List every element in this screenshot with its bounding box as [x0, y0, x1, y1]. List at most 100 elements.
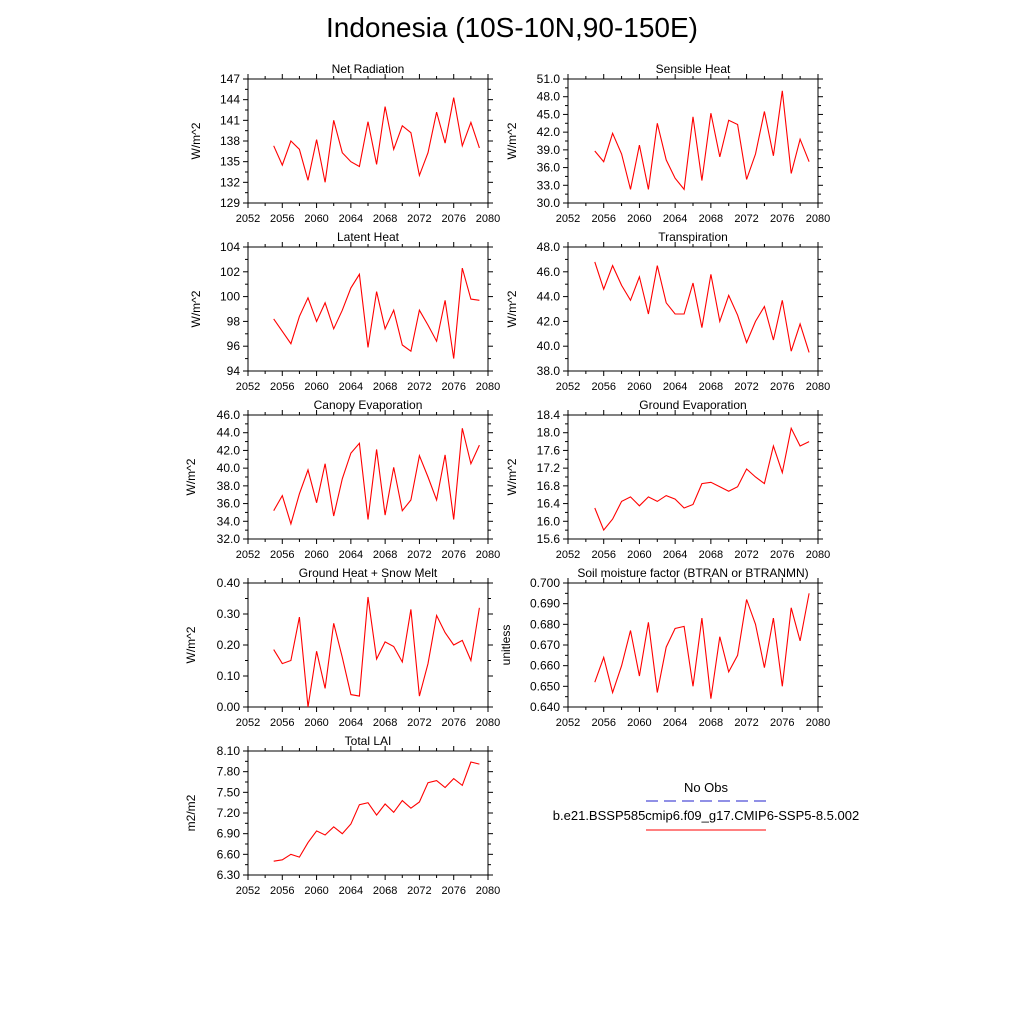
x-tick-label: 2052	[556, 381, 580, 393]
x-tick-label: 2064	[339, 885, 363, 897]
y-tick-label: 36.0	[537, 161, 561, 175]
x-tick-label: 2076	[441, 213, 465, 225]
x-tick-label: 2072	[734, 381, 758, 393]
y-tick-label: 0.10	[217, 669, 241, 683]
plot-frame	[567, 582, 819, 708]
x-tick-label: 2064	[339, 381, 363, 393]
y-tick-label: 32.0	[217, 532, 241, 546]
x-tick-label: 2056	[591, 381, 615, 393]
y-axis-label: W/m^2	[189, 290, 203, 327]
x-tick-label: 2080	[806, 381, 830, 393]
x-tick-label: 2068	[373, 549, 397, 561]
plot-frame	[247, 750, 489, 876]
panel-8: Soil moisture factor (BTRAN or BTRANMN) u…	[499, 566, 830, 729]
x-tick-label: 2072	[734, 549, 758, 561]
plot-frame	[567, 414, 819, 540]
y-tick-label: 138	[220, 134, 240, 148]
x-tick-label: 2064	[339, 213, 363, 225]
y-tick-label: 0.660	[530, 659, 560, 673]
panel-6: Ground Evaporation W/m^2 15.6 16.0 16.4 16.8 1…	[505, 398, 830, 561]
x-tick-label: 2060	[627, 381, 651, 393]
y-tick-label: 30.0	[537, 196, 561, 210]
x-tick-label: 2064	[339, 717, 363, 729]
y-tick-label: 17.2	[537, 461, 561, 475]
y-tick-label: 0.690	[530, 597, 560, 611]
y-tick-label: 0.640	[530, 700, 560, 714]
x-tick-label: 2072	[734, 213, 758, 225]
y-tick-label: 0.670	[530, 638, 560, 652]
series-line	[594, 593, 810, 699]
y-tick-label: 48.0	[537, 240, 561, 254]
x-tick-label: 2056	[270, 381, 294, 393]
y-tick-label: 45.0	[537, 107, 561, 121]
series-line	[594, 261, 810, 353]
x-tick-label: 2068	[699, 549, 723, 561]
x-tick-label: 2060	[627, 213, 651, 225]
x-tick-label: 2072	[734, 717, 758, 729]
y-tick-label: 16.4	[537, 497, 561, 511]
x-tick-label: 2068	[699, 213, 723, 225]
y-tick-label: 40.0	[537, 339, 561, 353]
x-tick-label: 2076	[770, 381, 794, 393]
panel-3: Latent Heat W/m^2 94 96 98 100 102 104 2052 2056 2…	[189, 230, 500, 393]
x-tick-label: 2052	[556, 213, 580, 225]
x-tick-label: 2060	[304, 885, 328, 897]
x-tick-label: 2052	[236, 213, 260, 225]
x-tick-label: 2056	[591, 549, 615, 561]
y-tick-label: 0.30	[217, 607, 241, 621]
y-tick-label: 94	[227, 364, 241, 378]
y-tick-label: 16.8	[537, 479, 561, 493]
legend: No Obs b.e21.BSSP585cmip6.f09_g17.CMIP6-…	[553, 780, 859, 831]
x-tick-label: 2072	[407, 549, 431, 561]
y-tick-label: 42.0	[217, 443, 241, 457]
legend-obs-label: No Obs	[684, 780, 729, 795]
y-tick-label: 6.30	[217, 868, 241, 882]
panel-1: Net Radiation W/m^2 129 132 135 138 141 144 147 2…	[189, 62, 500, 225]
y-axis-label: m2/m2	[184, 794, 198, 831]
y-tick-label: 8.10	[217, 744, 241, 758]
y-axis-label: W/m^2	[505, 458, 519, 495]
y-tick-label: 0.700	[530, 576, 560, 590]
x-tick-label: 2056	[270, 549, 294, 561]
series-line	[273, 97, 480, 183]
x-tick-label: 2060	[627, 717, 651, 729]
y-tick-label: 7.80	[217, 765, 241, 779]
y-tick-label: 46.0	[217, 408, 241, 422]
x-tick-label: 2072	[407, 213, 431, 225]
y-tick-label: 0.40	[217, 576, 241, 590]
x-tick-label: 2064	[339, 549, 363, 561]
plot-frame	[567, 78, 819, 204]
y-axis-label: W/m^2	[505, 290, 519, 327]
y-tick-label: 0.00	[217, 700, 241, 714]
y-tick-label: 96	[227, 339, 241, 353]
y-tick-label: 42.0	[537, 125, 561, 139]
panel-title: Transpiration	[658, 230, 728, 244]
x-tick-label: 2076	[770, 549, 794, 561]
x-tick-label: 2056	[270, 717, 294, 729]
series-line	[273, 267, 480, 359]
x-tick-label: 2076	[441, 717, 465, 729]
y-tick-label: 17.6	[537, 443, 561, 457]
y-tick-label: 18.0	[537, 426, 561, 440]
series-line	[594, 426, 810, 532]
x-tick-label: 2056	[591, 213, 615, 225]
y-tick-label: 102	[220, 265, 240, 279]
y-tick-label: 7.50	[217, 785, 241, 799]
y-axis-label: W/m^2	[184, 626, 198, 663]
x-tick-label: 2056	[591, 717, 615, 729]
x-tick-label: 2080	[476, 213, 500, 225]
x-tick-label: 2076	[441, 885, 465, 897]
plot-frame	[247, 78, 489, 204]
x-tick-label: 2064	[663, 213, 687, 225]
x-tick-label: 2080	[806, 717, 830, 729]
panel-title: Ground Heat + Snow Melt	[299, 566, 438, 580]
x-tick-label: 2068	[373, 717, 397, 729]
y-tick-label: 18.4	[537, 408, 561, 422]
x-tick-label: 2068	[699, 381, 723, 393]
x-tick-label: 2076	[770, 213, 794, 225]
x-tick-label: 2060	[304, 717, 328, 729]
x-tick-label: 2072	[407, 885, 431, 897]
plot-frame	[247, 246, 489, 372]
y-tick-label: 15.6	[537, 532, 561, 546]
panel-title: Canopy Evaporation	[314, 398, 423, 412]
